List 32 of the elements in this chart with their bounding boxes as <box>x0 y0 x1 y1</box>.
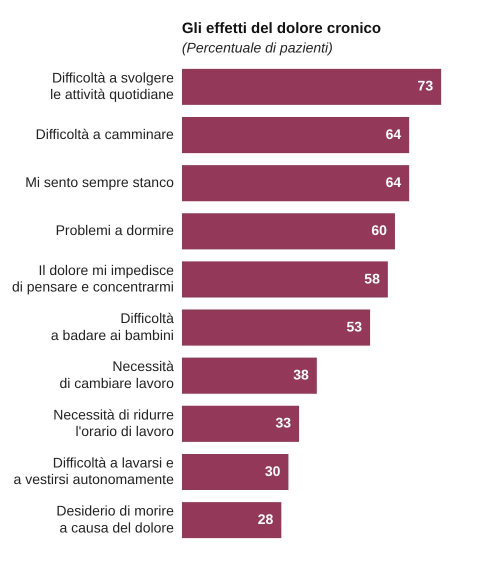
bar <box>182 502 282 538</box>
bar <box>182 358 317 394</box>
data-label: 38 <box>293 366 310 383</box>
bar <box>182 310 370 346</box>
bar <box>182 213 395 250</box>
y-tick-label: Necessità di ridurre l'orario di lavoro <box>53 406 174 440</box>
data-label: 64 <box>386 126 402 142</box>
data-label: 60 <box>371 222 388 238</box>
data-label: 58 <box>364 270 380 286</box>
y-tick-label: Difficoltà a badare ai bambini <box>50 310 174 343</box>
y-tick-label: Necessità di cambiare lavoro <box>59 358 174 391</box>
data-label: 73 <box>418 78 434 94</box>
bar <box>182 165 410 202</box>
bar <box>182 454 288 490</box>
data-label: 53 <box>346 318 362 334</box>
y-tick-label: Difficoltà a camminare <box>36 126 174 142</box>
chart-subtitle: (Percentuale di pazienti) <box>182 39 333 56</box>
bar <box>182 68 442 105</box>
data-label: 30 <box>264 462 281 479</box>
y-tick-label: Desiderio di morire a causa del dolore <box>56 502 174 536</box>
y-tick-label: Problemi a dormire <box>56 222 174 238</box>
data-label: 64 <box>386 174 402 190</box>
y-tick-label: Difficoltà a lavarsi e a vestirsi autonomamente <box>14 454 174 488</box>
y-tick-label: Difficoltà a svolgere le attività quotidiane <box>50 69 174 102</box>
bar <box>182 406 300 442</box>
data-label: 28 <box>258 510 274 527</box>
bar <box>182 116 410 154</box>
y-tick-label: Mi sento sempre stanco <box>25 174 174 190</box>
y-tick-label: Il dolore mi impedisce di pensare e concentrarmi <box>12 262 174 295</box>
bar <box>182 261 388 298</box>
chart-title: Gli effetti del dolore cronico <box>182 20 382 38</box>
data-label: 33 <box>275 414 292 431</box>
